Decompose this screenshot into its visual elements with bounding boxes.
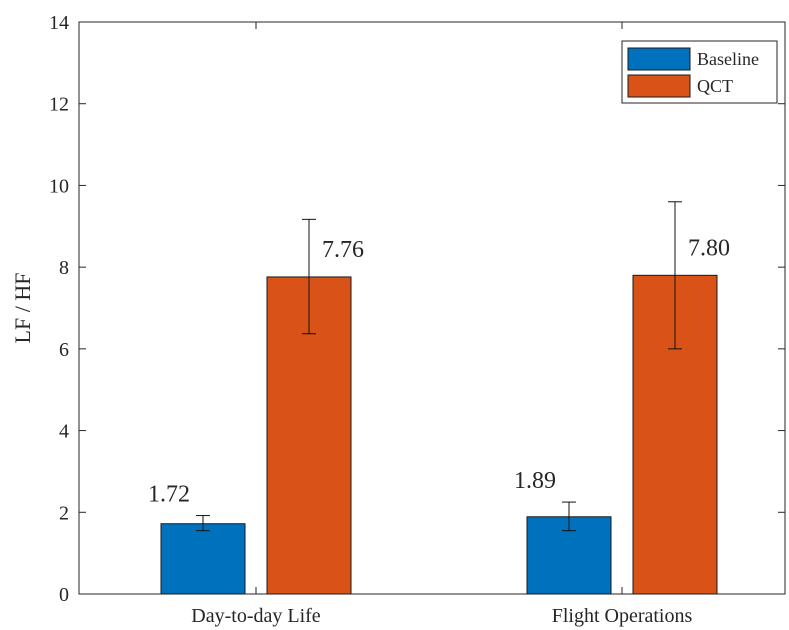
legend-swatch [627, 47, 691, 71]
data-label: 1.89 [514, 468, 556, 494]
y-tick-label: 6 [59, 339, 69, 361]
y-tick-label: 2 [59, 502, 69, 524]
legend-label: Baseline [697, 49, 759, 69]
y-tick-label: 8 [59, 257, 69, 279]
y-tick-label: 0 [59, 584, 69, 606]
y-tick-label: 12 [49, 94, 69, 116]
y-axis-label: LF / HF [10, 273, 35, 344]
x-tick-label: Day-to-day Life [191, 605, 321, 627]
data-label: 7.76 [322, 237, 364, 263]
y-tick-label: 14 [49, 12, 69, 34]
y-tick-label: 4 [59, 421, 69, 443]
legend-swatch [627, 74, 691, 98]
legend-label: QCT [697, 76, 733, 96]
data-label: 7.80 [688, 235, 730, 261]
bar [160, 523, 246, 595]
y-tick-label: 10 [49, 175, 69, 197]
x-tick-label: Flight Operations [552, 605, 693, 627]
data-label: 1.72 [148, 482, 190, 508]
plot-area: 0 2 4 6 8 10 12 14 Day-to-day Life 1.72 7.76 Flight… [49, 12, 786, 627]
plot-frame [78, 21, 786, 595]
